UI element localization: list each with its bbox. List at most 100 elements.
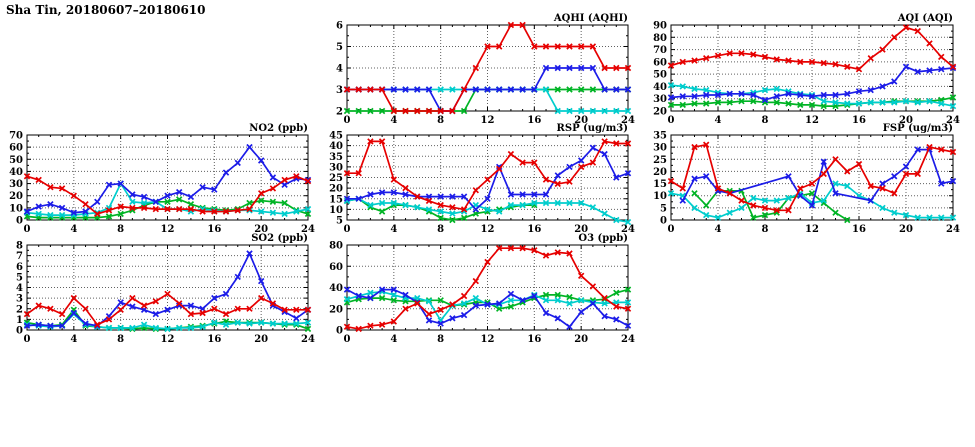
fsp-xlabel: 0 (668, 224, 675, 235)
no2-ylabel: 20 (9, 191, 23, 202)
o3-ylabel: 0 (336, 326, 343, 337)
fsp-ylabel: 5 (660, 203, 667, 214)
so2-xlabel: 16 (207, 334, 221, 345)
so2-ylabel: 3 (16, 294, 23, 305)
aqi-ylabel: 90 (653, 21, 667, 32)
so2-ylabel: 0 (16, 326, 23, 337)
so2-ylabel: 5 (16, 272, 23, 283)
chart-aqi: 0 4 8 12 16 20 24 20 30 40 50 60 70 80 90 AQI (AQI) (644, 9, 967, 131)
aqi-xlabel: 8 (762, 115, 769, 126)
aqhi-xlabel: 16 (527, 115, 541, 126)
o3-ylabel: 80 (329, 241, 343, 252)
rsp-xlabel: 8 (437, 224, 444, 235)
aqhi-ylabel: 6 (336, 21, 343, 32)
no2-ylabel: 70 (9, 131, 23, 142)
aqhi-ylabel: 2 (336, 107, 343, 118)
aqi-xlabel: 0 (668, 115, 675, 126)
fsp-xlabel: 24 (946, 224, 960, 235)
fsp-series-blue-line (682, 148, 954, 207)
no2-ylabel: 30 (9, 179, 23, 190)
rsp-ylabel: 5 (336, 216, 343, 227)
rsp-xlabel: 24 (621, 224, 635, 235)
rsp-ylabel: 10 (329, 205, 343, 216)
so2-ylabel: 6 (16, 262, 23, 273)
fsp-ylabel: 10 (653, 191, 667, 202)
aqhi-xlabel: 4 (390, 115, 397, 126)
o3-series-red-markers (343, 244, 632, 333)
fsp-xlabel: 4 (715, 224, 722, 235)
o3-ylabel: 60 (329, 262, 343, 273)
aqhi-xlabel: 24 (621, 115, 635, 126)
so2-xlabel: 12 (161, 334, 175, 345)
so2-xlabel: 24 (301, 334, 315, 345)
rsp-xlabel: 12 (481, 224, 495, 235)
o3-xlabel: 12 (481, 334, 495, 345)
chart-rsp: 0 4 8 12 16 20 24 5 10 15 20 25 30 35 40 45 RSP (ug/m3) (320, 119, 642, 240)
rsp-series-red-markers (343, 138, 632, 213)
fsp-xlabel: 16 (852, 224, 866, 235)
aqhi-xlabel: 0 (344, 115, 351, 126)
no2-ylabel: 50 (9, 155, 23, 166)
aqhi-ylabel: 3 (336, 85, 343, 96)
rsp-title: RSP (ug/m3) (557, 123, 628, 134)
aqi-ylabel: 70 (653, 45, 667, 56)
fsp-ylabel: 0 (660, 216, 667, 227)
so2-xlabel: 4 (70, 334, 77, 345)
rsp-ylabel: 35 (329, 152, 343, 163)
aqi-xlabel: 24 (946, 115, 960, 126)
no2-title: NO2 (ppb) (249, 123, 308, 134)
rsp-ylabel: 15 (329, 194, 343, 205)
no2-xlabel: 16 (207, 224, 221, 235)
o3-xlabel: 0 (344, 334, 351, 345)
rsp-ylabel: 45 (329, 131, 343, 142)
aqi-ylabel: 40 (653, 82, 667, 93)
so2-ylabel: 8 (16, 241, 23, 252)
fsp-xlabel: 12 (805, 224, 819, 235)
so2-ylabel: 2 (16, 304, 23, 315)
no2-xlabel: 4 (70, 224, 77, 235)
o3-plot: 0 4 8 12 16 20 24 0 20 40 60 80 O3 (ppb) (329, 233, 635, 345)
no2-xlabel: 24 (301, 224, 315, 235)
so2-xlabel: 20 (254, 334, 268, 345)
rsp-xlabel: 16 (527, 224, 541, 235)
aqi-ylabel: 80 (653, 33, 667, 44)
fsp-series-cyan-line (670, 182, 953, 219)
so2-xlabel: 0 (24, 334, 31, 345)
rsp-ylabel: 30 (329, 162, 343, 173)
o3-ylabel: 20 (329, 304, 343, 315)
no2-ylabel: 10 (9, 203, 23, 214)
aqi-xlabel: 12 (805, 115, 819, 126)
rsp-xlabel: 20 (574, 224, 588, 235)
aqhi-series-red-markers (343, 21, 632, 115)
no2-ylabel: 40 (9, 167, 23, 178)
o3-title: O3 (ppb) (578, 233, 628, 244)
so2-ylabel: 4 (16, 283, 23, 294)
aqi-series-red-markers (667, 24, 957, 73)
no2-series-blue-markers (23, 143, 312, 216)
so2-ylabel: 1 (16, 315, 23, 326)
no2-xlabel: 12 (161, 224, 175, 235)
chart-aqhi: 0 4 8 12 16 20 24 2 3 4 5 6 AQHI (AQHI) (320, 9, 642, 131)
fsp-xlabel: 8 (762, 224, 769, 235)
fsp-series-red-markers (667, 141, 957, 214)
aqhi-ylabel: 5 (336, 42, 343, 53)
fsp-ylabel: 30 (653, 143, 667, 154)
aqi-xlabel: 20 (899, 115, 913, 126)
aqi-title: AQI (AQI) (897, 13, 953, 24)
aqhi-plot: 0 4 8 12 16 20 24 2 3 4 5 6 AQHI (AQHI) (336, 13, 635, 126)
fsp-ylabel: 35 (653, 131, 667, 142)
no2-ylabel: 0 (16, 216, 23, 227)
o3-xlabel: 24 (621, 334, 635, 345)
o3-series-blue-markers (343, 286, 632, 331)
no2-xlabel: 20 (254, 224, 268, 235)
so2-title: SO2 (ppb) (251, 233, 308, 244)
rsp-xlabel: 0 (344, 224, 351, 235)
aqhi-xlabel: 20 (574, 115, 588, 126)
o3-xlabel: 16 (527, 334, 541, 345)
no2-series-red-markers (23, 173, 312, 218)
o3-xlabel: 4 (390, 334, 397, 345)
rsp-ylabel: 40 (329, 141, 343, 152)
rsp-series-cyan-markers (343, 195, 632, 226)
